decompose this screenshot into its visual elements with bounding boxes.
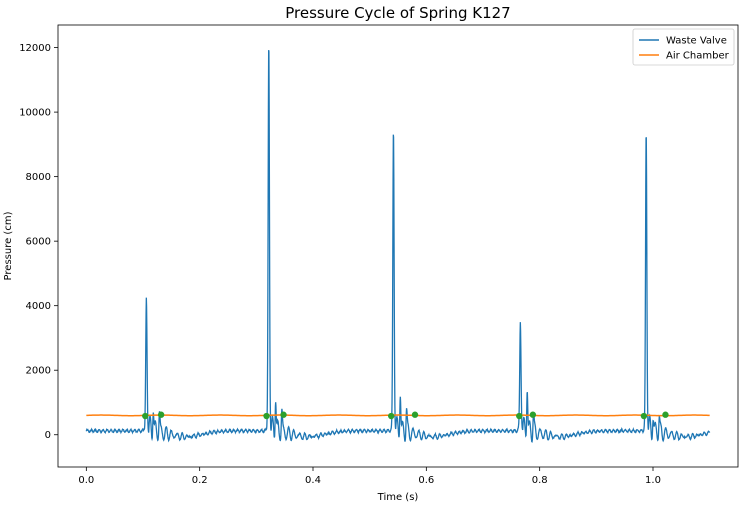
- cycle-marker: [411, 411, 419, 418]
- cycle-marker: [142, 412, 149, 420]
- cycle-marker: [280, 411, 287, 418]
- y-axis-ticks: 0 2000 4000 6000 8000 10000 12000: [19, 43, 58, 441]
- y-tick-label: 8000: [26, 172, 51, 183]
- cycle-marker: [516, 412, 523, 420]
- y-tick-label: 0: [45, 430, 51, 441]
- x-tick-label: 0.4: [305, 475, 321, 486]
- legend-box: [632, 28, 735, 66]
- x-tick-label: 0.6: [418, 475, 434, 486]
- x-axis-ticks: 0.0 0.2 0.4 0.6 0.8 1.0: [78, 467, 661, 486]
- marker-layer: [142, 411, 669, 420]
- cycle-marker: [529, 411, 537, 418]
- y-tick-label: 4000: [26, 301, 51, 312]
- x-tick-label: 1.0: [645, 475, 661, 486]
- x-tick-label: 0.8: [532, 475, 548, 486]
- legend-label-waste-valve: Waste Valve: [666, 36, 727, 47]
- y-tick-label: 2000: [26, 366, 51, 377]
- legend: Waste Valve Air Chamber: [632, 28, 735, 66]
- x-tick-label: 0.0: [78, 475, 94, 486]
- plot-frame: [57, 24, 739, 468]
- y-axis-label: Pressure (cm): [3, 211, 14, 280]
- series-line-waste-valve: [85, 49, 711, 443]
- chart-title: Pressure Cycle of Spring K127: [285, 4, 510, 22]
- cycle-marker: [662, 411, 669, 418]
- y-tick-label: 6000: [26, 237, 51, 248]
- cycle-marker: [388, 412, 395, 420]
- series-layer: [85, 49, 711, 443]
- y-tick-label: 12000: [19, 43, 51, 54]
- x-tick-label: 0.2: [192, 475, 208, 486]
- y-tick-label: 10000: [19, 108, 51, 119]
- cycle-marker: [157, 411, 165, 418]
- legend-label-air-chamber: Air Chamber: [666, 51, 730, 62]
- cycle-marker: [640, 412, 648, 420]
- series-line-air-chamber: [86, 414, 710, 417]
- cycle-marker: [263, 412, 270, 420]
- x-axis-label: Time (s): [377, 492, 419, 503]
